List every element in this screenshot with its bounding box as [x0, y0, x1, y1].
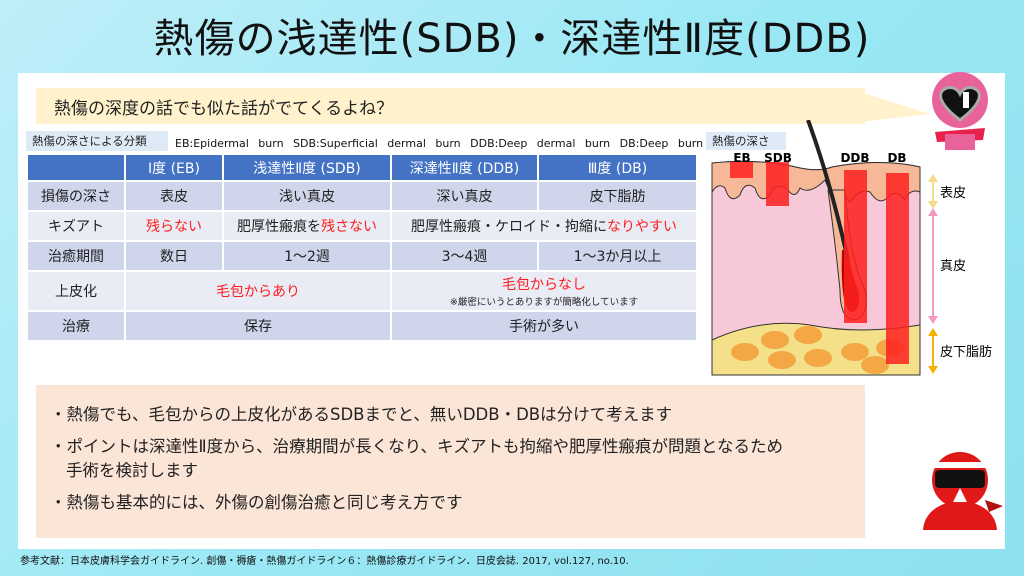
cell-note: ※厳密にいうとありますが簡略化しています [449, 297, 639, 308]
pink-ranger-icon [932, 72, 988, 150]
cell: 表皮 [124, 180, 224, 212]
abbreviations: EB:Epidermal burn SDB:Superficial dermal… [175, 137, 704, 150]
burn-classification-table: Ⅰ度 (EB) 浅達性Ⅱ度 (SDB) 深達性Ⅱ度 (DDB) Ⅲ度 (DB) … [26, 153, 698, 342]
layer-label: 皮下脂肪 [940, 344, 992, 360]
cell-text: 毛包からなし [502, 277, 586, 293]
cell: 保存 [124, 310, 392, 342]
row-label: 治療 [26, 310, 126, 342]
skin-depth-diagram: EB SDB DDB DB 表皮 真皮 皮下脂肪 [711, 120, 992, 376]
burn-bar-eb [730, 162, 753, 178]
cell: 1～3か月以上 [537, 240, 698, 272]
row-label: 損傷の深さ [26, 180, 126, 212]
cell: 皮下脂肪 [537, 180, 698, 212]
table-row: 損傷の深さ 表皮 浅い真皮 深い真皮 皮下脂肪 [26, 180, 698, 212]
header-cell: 深達性Ⅱ度 (DDB) [390, 153, 539, 182]
slide-title: 熱傷の浅達性(SDB)・深達性Ⅱ度(DDB) [153, 16, 871, 62]
bullet-item: ・ポイントは深達性Ⅱ度から、治療期間が長くなり、キズアトも拘縮や肥厚性瘢痕が問題… [50, 437, 800, 480]
cell: 浅い真皮 [222, 180, 392, 212]
bar-label: SDB [764, 151, 792, 165]
row-label: 上皮化 [26, 270, 126, 312]
reference-text: 参考文献：日本皮膚科学会ガイドライン. 創傷・褥瘡・熱傷ガイドライン６：熱傷診療… [20, 556, 629, 567]
cell-text: 肥厚性瘢痕を [237, 219, 321, 235]
bullet-box: ・熱傷でも、毛包からの上皮化があるSDBまでと、無いDDB・DBは分けて考えます… [36, 385, 865, 538]
burn-bar-sdb [766, 162, 789, 206]
cell: 毛包からあり [124, 270, 392, 312]
cell: 肥厚性瘢痕・ケロイド・拘縮になりやすい [390, 210, 698, 242]
cell: 3～4週 [390, 240, 539, 272]
bullet-item: ・熱傷も基本的には、外傷の創傷治癒と同じ考え方です [50, 493, 463, 512]
header-cell: Ⅰ度 (EB) [124, 153, 224, 182]
speech-tail [860, 92, 930, 122]
row-label: キズアト [26, 210, 126, 242]
bar-label: EB [733, 151, 750, 165]
cell: 数日 [124, 240, 224, 272]
table-row: 治癒期間 数日 1～2週 3～4週 1～3か月以上 [26, 240, 698, 272]
burn-bar-ddb [844, 170, 867, 323]
burn-bar-db [886, 173, 909, 364]
layer-label: 真皮 [940, 259, 966, 274]
table-row: 治療 保存 手術が多い [26, 310, 698, 342]
bar-label: DDB [840, 151, 869, 165]
layer-arrows [928, 174, 938, 374]
red-ranger-icon [923, 452, 1003, 530]
cell-text-emphasis: 残さない [321, 219, 377, 235]
cell-text: 肥厚性瘢痕・ケロイド・拘縮に [411, 219, 607, 235]
header-cell [26, 153, 126, 182]
table-row: 上皮化 毛包からあり 毛包からなし ※厳密にいうとありますが簡略化しています [26, 270, 698, 312]
header-cell: Ⅲ度 (DB) [537, 153, 698, 182]
layer-label: 表皮 [940, 186, 966, 201]
diagram-label: 熱傷の深さ [706, 132, 786, 150]
table-row: キズアト 残らない 肥厚性瘢痕を残さない 肥厚性瘢痕・ケロイド・拘縮になりやすい [26, 210, 698, 242]
bar-label: DB [887, 151, 906, 165]
bullet-item: ・熱傷でも、毛包からの上皮化があるSDBまでと、無いDDB・DBは分けて考えます [50, 405, 673, 424]
cell: 残らない [124, 210, 224, 242]
cell: 手術が多い [390, 310, 698, 342]
speech-bubble: 熱傷の深度の話でも似た話がでてくるよね？ [36, 88, 865, 124]
table-label: 熱傷の深さによる分類 [26, 131, 168, 151]
table-header-row: Ⅰ度 (EB) 浅達性Ⅱ度 (SDB) 深達性Ⅱ度 (DDB) Ⅲ度 (DB) [26, 153, 698, 182]
row-label: 治癒期間 [26, 240, 126, 272]
cell: 1～2週 [222, 240, 392, 272]
cell: 深い真皮 [390, 180, 539, 212]
cell: 毛包からなし ※厳密にいうとありますが簡略化しています [390, 270, 698, 312]
cell-text-emphasis: なりやすい [607, 219, 677, 235]
header-cell: 浅達性Ⅱ度 (SDB) [222, 153, 392, 182]
cell: 肥厚性瘢痕を残さない [222, 210, 392, 242]
